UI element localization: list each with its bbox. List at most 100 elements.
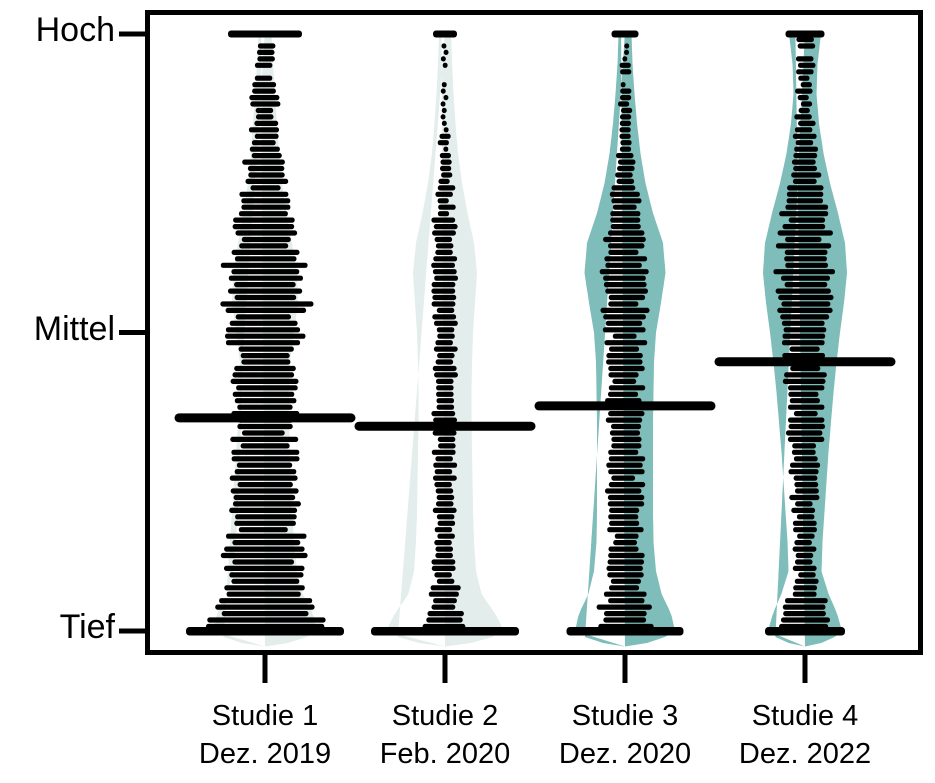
- dot-row: [229, 572, 304, 578]
- dot-row: [784, 249, 828, 255]
- dot-row: [234, 365, 296, 372]
- dot-row: [794, 540, 812, 546]
- dot-row: [241, 236, 291, 243]
- dot-row: [436, 404, 455, 410]
- dot-row: [605, 488, 642, 494]
- dot-row: [787, 436, 825, 442]
- dot-row: [607, 501, 645, 507]
- dot-row: [793, 456, 818, 462]
- x-label-studie-2-name: Studie 2: [391, 700, 499, 732]
- dot-row: [596, 604, 652, 610]
- dot-row: [254, 62, 273, 68]
- dot-row: [779, 211, 829, 217]
- dot-row: [434, 540, 452, 546]
- dot-row: [230, 488, 299, 494]
- dot-row: [245, 178, 289, 184]
- dot-row: [241, 204, 291, 210]
- dot-row: [797, 43, 816, 49]
- y-tick-label-hoch: Hoch: [35, 11, 115, 49]
- y-tick-label-tief: Tief: [59, 608, 115, 646]
- dot-row: [240, 353, 290, 359]
- dot-row: [438, 204, 456, 210]
- dot-row: [606, 565, 643, 571]
- dot-row: [235, 314, 291, 320]
- dot-row: [610, 578, 641, 584]
- dot-row: [608, 411, 645, 417]
- dot-row: [797, 533, 815, 539]
- dot-row: [608, 598, 645, 604]
- dot-row: [790, 365, 821, 372]
- dot-row: [619, 120, 631, 126]
- dot-row: [793, 527, 817, 533]
- dot-row: [231, 449, 300, 455]
- dot-row: [608, 249, 639, 255]
- dot-row: [788, 404, 825, 410]
- dot-row: [620, 140, 632, 146]
- dot-row: [611, 443, 642, 449]
- dot-row: [431, 565, 456, 571]
- dot-row: [248, 172, 285, 178]
- dot-row: [788, 469, 819, 475]
- dot-row: [608, 385, 646, 391]
- dot-row: [619, 133, 631, 139]
- dot-row: [433, 475, 457, 481]
- dot-row: [233, 494, 296, 501]
- dot-row: [240, 443, 290, 449]
- dot-row: [613, 540, 637, 546]
- dot-row: [795, 552, 814, 559]
- dot-row: [792, 443, 816, 449]
- dot-row: [784, 372, 827, 378]
- x-label-studie-3-name: Studie 3: [571, 700, 679, 732]
- dot-row: [254, 133, 279, 139]
- dot-row: [788, 385, 825, 391]
- dot-row: [782, 224, 826, 230]
- dot-row: [793, 475, 818, 481]
- dot-row: [788, 423, 825, 430]
- dot-row: [790, 462, 821, 468]
- violin-1-min-bar: [186, 627, 344, 636]
- dot-row: [436, 378, 454, 384]
- dot-row: [615, 172, 633, 178]
- dot-row: [225, 307, 307, 313]
- violin-2-dots: [422, 43, 466, 630]
- dot-row: [441, 43, 447, 49]
- dot-row: [232, 540, 301, 546]
- dot-row: [606, 359, 643, 365]
- dot-row: [231, 456, 300, 462]
- dot-row: [610, 224, 641, 230]
- dot-row: [794, 146, 818, 152]
- dot-row: [795, 501, 813, 507]
- dot-row: [238, 346, 294, 352]
- dot-row: [798, 120, 816, 126]
- dot-row: [439, 133, 451, 139]
- dot-row: [778, 294, 834, 301]
- dot-row: [432, 365, 457, 372]
- violin-1-max-bar: [228, 30, 302, 38]
- dot-row: [440, 165, 452, 172]
- x-label-studie-4: Studie 4 Dez. 2022: [710, 697, 900, 773]
- dot-row: [234, 398, 297, 404]
- dot-row: [432, 269, 457, 275]
- dot-row: [428, 591, 459, 597]
- dot-row: [431, 288, 456, 294]
- dot-row: [236, 462, 293, 468]
- dot-row: [228, 275, 303, 281]
- dot-row: [440, 159, 452, 165]
- dot-row: [251, 153, 282, 159]
- dot-row: [603, 591, 647, 597]
- dot-row: [215, 604, 315, 610]
- dot-row: [780, 314, 830, 320]
- dot-row: [787, 185, 824, 191]
- dot-row: [788, 417, 825, 423]
- dot-row: [224, 585, 305, 591]
- dot-row: [436, 391, 454, 397]
- dot-row: [220, 301, 314, 307]
- dot-row: [433, 417, 457, 423]
- dot-row: [441, 172, 453, 178]
- dot-row: [239, 191, 289, 197]
- dot-row: [603, 617, 647, 623]
- dot-row: [437, 185, 456, 191]
- dot-row: [788, 217, 826, 223]
- dot-row: [234, 294, 297, 301]
